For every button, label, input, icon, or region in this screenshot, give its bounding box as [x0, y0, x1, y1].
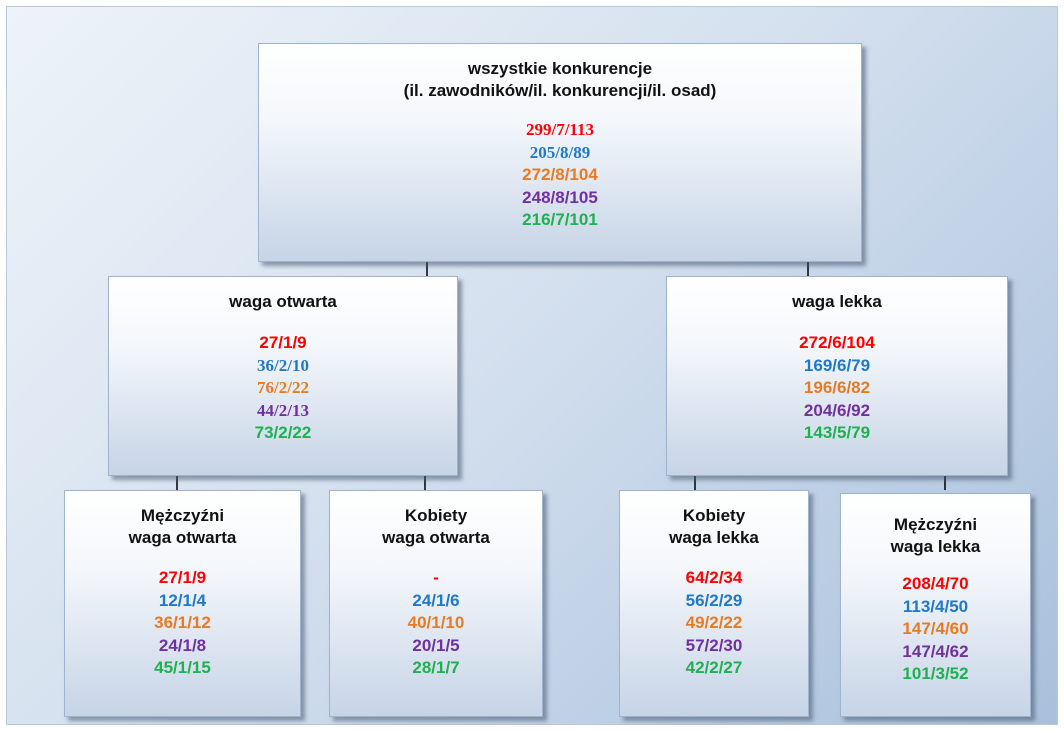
node-values: 64/2/34 56/2/29 49/2/22 57/2/30 42/2/27 [620, 567, 808, 680]
node-women-light-weight: Kobiety waga lekka 64/2/34 56/2/29 49/2/… [619, 490, 809, 717]
node-title-line: waga lekka [890, 537, 981, 556]
value-blue: 36/2/10 [257, 355, 309, 375]
value-red: 64/2/34 [685, 568, 743, 587]
node-title-line: waga otwarta [382, 528, 490, 547]
value-orange: 40/1/10 [407, 613, 465, 632]
node-title: wszystkie konkurencje (il. zawodników/il… [259, 58, 861, 102]
node-title-line: (il. zawodników/il. konkurencji/il. osad… [403, 81, 717, 100]
value-red: 27/1/9 [158, 568, 207, 587]
value-red: 208/4/70 [902, 574, 969, 593]
node-title: Kobiety waga lekka [620, 505, 808, 549]
value-green: 143/5/79 [803, 423, 871, 442]
node-values: 27/1/9 12/1/4 36/1/12 24/1/8 45/1/15 [65, 567, 300, 680]
value-purple: 44/2/13 [257, 400, 309, 420]
value-green: 42/2/27 [685, 658, 743, 677]
value-purple: 248/8/105 [522, 187, 598, 207]
value-orange: 49/2/22 [685, 613, 743, 632]
value-green: 101/3/52 [902, 664, 969, 683]
value-blue: 169/6/79 [803, 355, 871, 375]
value-green: 73/2/22 [254, 423, 312, 442]
value-green: 216/7/101 [522, 210, 598, 229]
value-red: 272/6/104 [799, 333, 875, 352]
node-men-open-weight: Mężczyźni waga otwarta 27/1/9 12/1/4 36/… [64, 490, 301, 717]
node-title: Mężczyźni waga otwarta [65, 505, 300, 549]
value-red: 299/7/113 [525, 120, 594, 139]
node-all-competitions: wszystkie konkurencje (il. zawodników/il… [258, 43, 862, 262]
node-values: - 24/1/6 40/1/10 20/1/5 28/1/7 [330, 567, 542, 680]
node-title-line: waga otwarta [128, 528, 237, 547]
node-title-line: waga lekka [792, 292, 882, 311]
node-title-line: Kobiety [404, 506, 468, 525]
node-title-line: Mężczyźni [893, 515, 978, 534]
node-title-line: wszystkie konkurencje [467, 59, 653, 78]
node-title-line: Mężczyźni [140, 506, 225, 525]
node-title: waga lekka [667, 291, 1007, 313]
value-orange: 36/1/12 [154, 613, 211, 632]
value-blue: 205/8/89 [529, 142, 591, 162]
node-title: waga otwarta [109, 291, 457, 313]
value-purple: 57/2/30 [685, 635, 743, 655]
value-blue: 24/1/6 [412, 590, 460, 610]
value-blue: 12/1/4 [158, 590, 207, 610]
value-red: 27/1/9 [259, 333, 307, 352]
value-orange: 147/4/60 [902, 619, 969, 638]
node-values: 272/6/104 169/6/79 196/6/82 204/6/92 143… [667, 332, 1007, 445]
node-title-line: Kobiety [682, 506, 746, 525]
value-orange: 76/2/22 [257, 378, 309, 397]
value-orange: 196/6/82 [803, 378, 871, 397]
value-orange: 272/8/104 [522, 165, 598, 184]
node-light-weight: waga lekka 272/6/104 169/6/79 196/6/82 2… [666, 276, 1008, 476]
node-title-line: waga otwarta [229, 292, 337, 311]
node-values: 208/4/70 113/4/50 147/4/60 147/4/62 101/… [841, 573, 1030, 686]
node-open-weight: waga otwarta 27/1/9 36/2/10 76/2/22 44/2… [108, 276, 458, 476]
value-purple: 147/4/62 [902, 641, 969, 661]
value-purple: 20/1/5 [412, 635, 460, 655]
value-blue: 113/4/50 [902, 596, 969, 616]
node-title: Mężczyźni waga lekka [841, 514, 1030, 558]
value-purple: 204/6/92 [803, 400, 871, 420]
node-title-line: waga lekka [669, 528, 759, 547]
node-women-open-weight: Kobiety waga otwarta - 24/1/6 40/1/10 20… [329, 490, 543, 717]
value-blue: 56/2/29 [685, 590, 743, 610]
node-values: 27/1/9 36/2/10 76/2/22 44/2/13 73/2/22 [109, 332, 457, 445]
node-title: Kobiety waga otwarta [330, 505, 542, 549]
value-green: 45/1/15 [154, 658, 211, 677]
value-red: - [433, 568, 439, 587]
value-purple: 24/1/8 [158, 635, 207, 655]
node-men-light-weight: Mężczyźni waga lekka 208/4/70 113/4/50 1… [840, 493, 1031, 717]
value-green: 28/1/7 [412, 658, 460, 677]
node-values: 299/7/113 205/8/89 272/8/104 248/8/105 2… [259, 119, 861, 232]
